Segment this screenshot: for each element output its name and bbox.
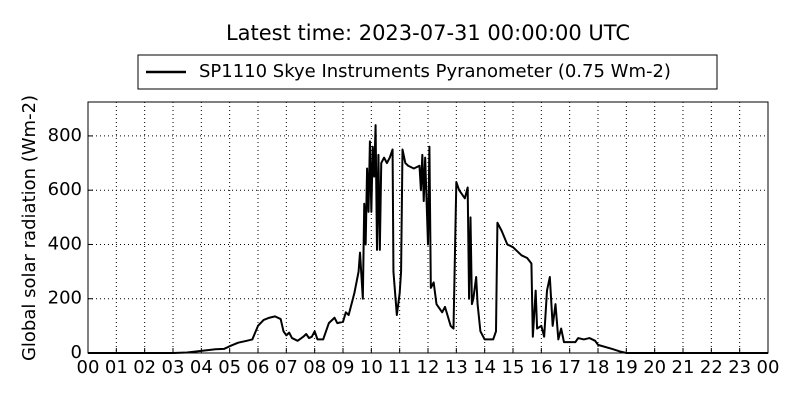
x-tick-label: 00 xyxy=(757,357,780,378)
x-tick-label: 10 xyxy=(360,357,383,378)
y-tick-label: 600 xyxy=(48,179,82,200)
x-tick-label: 06 xyxy=(247,357,270,378)
x-tick-label: 08 xyxy=(303,357,326,378)
x-tick-label: 00 xyxy=(77,357,100,378)
x-tick-label: 20 xyxy=(643,357,666,378)
x-tick-label: 17 xyxy=(558,357,581,378)
x-tick-label: 21 xyxy=(672,357,695,378)
plot-frame xyxy=(87,101,769,354)
x-tick-label: 07 xyxy=(275,357,298,378)
x-tick-label: 04 xyxy=(190,357,213,378)
y-axis-label: Global solar radiation (Wm-2) xyxy=(19,95,40,361)
x-tick-label: 22 xyxy=(700,357,723,378)
data-line xyxy=(88,124,768,354)
x-tick-label: 09 xyxy=(332,357,355,378)
x-tick-label: 01 xyxy=(105,357,128,378)
x-tick-label: 03 xyxy=(162,357,185,378)
legend-box xyxy=(137,54,718,90)
y-tick-label: 800 xyxy=(48,125,82,146)
x-tick-label: 02 xyxy=(133,357,156,378)
chart-title: Latest time: 2023-07-31 00:00:00 UTC xyxy=(226,21,630,45)
y-tick-label: 200 xyxy=(48,288,82,309)
y-tick-label: 0 xyxy=(71,342,82,363)
x-tick-label: 19 xyxy=(615,357,638,378)
x-tick-label: 23 xyxy=(728,357,751,378)
x-tick-label: 16 xyxy=(530,357,553,378)
x-tick-label: 12 xyxy=(417,357,440,378)
y-tick-label: 400 xyxy=(48,233,82,254)
x-tick-label: 14 xyxy=(473,357,496,378)
legend-label: SP1110 Skye Instruments Pyranometer (0.7… xyxy=(199,61,671,82)
x-tick-label: 18 xyxy=(587,357,610,378)
x-tick-label: 11 xyxy=(388,357,411,378)
x-tick-label: 05 xyxy=(218,357,241,378)
x-tick-label: 15 xyxy=(502,357,525,378)
x-tick-label: 13 xyxy=(445,357,468,378)
